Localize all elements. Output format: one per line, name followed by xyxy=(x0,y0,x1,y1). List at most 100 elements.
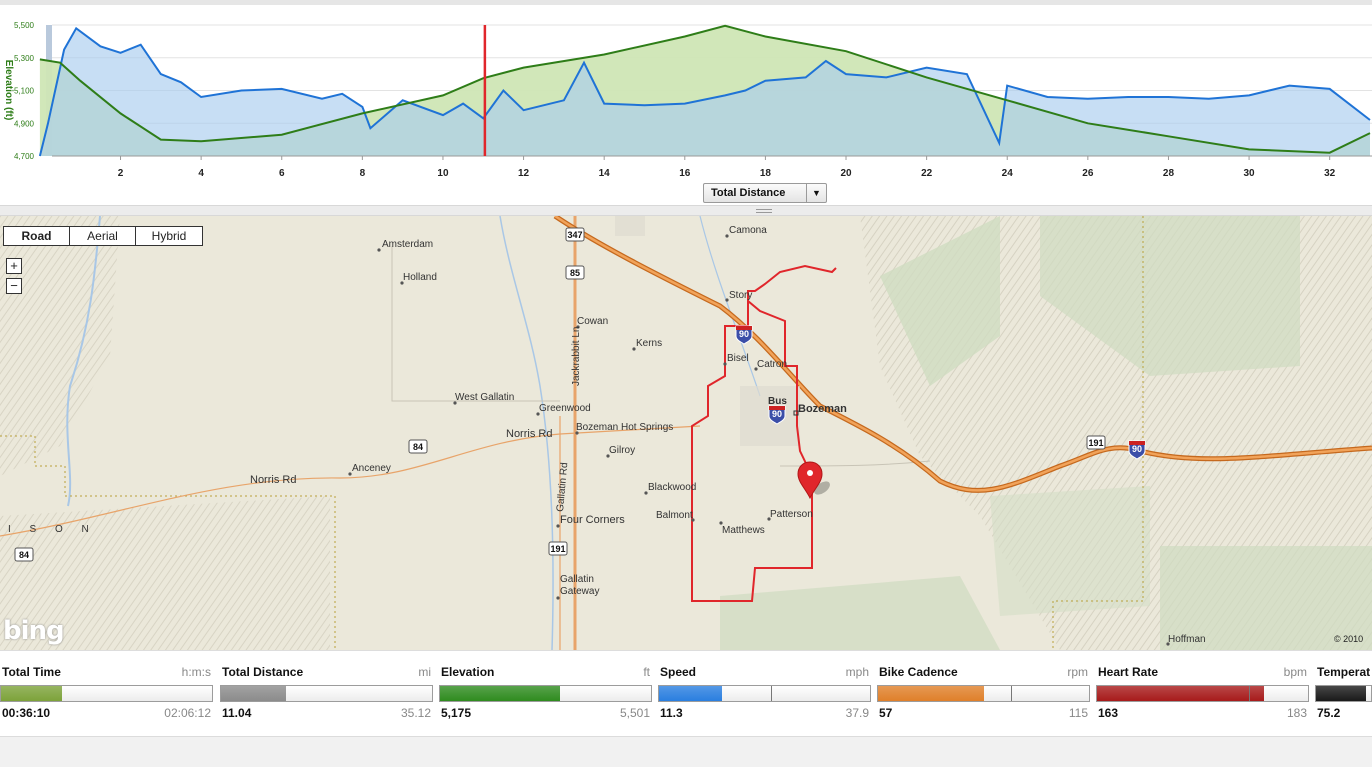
stat-max-value: 115 xyxy=(1068,706,1088,720)
stat-max-value: 37.9 xyxy=(845,706,869,720)
x-tick-label: 6 xyxy=(279,168,285,179)
map-place-label: Patterson xyxy=(770,509,813,520)
map-canvas[interactable]: Amsterdam Holland Camona Story Cowan Kerns Bis… xyxy=(0,216,1372,650)
bing-logo: bing xyxy=(3,616,65,646)
map-place-label: Blackwood xyxy=(648,482,696,493)
stat-unit: rpm xyxy=(1067,665,1088,679)
x-tick-label: 4 xyxy=(198,168,204,179)
map-place-label: Bus xyxy=(768,396,787,407)
map-place-label: Catron xyxy=(757,359,787,370)
map-type-toggle[interactable]: Road Aerial Hybrid xyxy=(3,226,203,246)
stat-current-value: 163 xyxy=(1098,706,1119,720)
route-map[interactable]: Amsterdam Holland Camona Story Cowan Kerns Bis… xyxy=(0,216,1372,650)
map-place-label: Anceney xyxy=(352,463,391,474)
bottom-strip xyxy=(0,736,1372,767)
x-tick-label: 26 xyxy=(1082,168,1094,179)
stat-gauge-fill xyxy=(659,686,723,701)
map-place-label: Holland xyxy=(403,272,437,283)
y-tick-label: 5,300 xyxy=(14,54,35,63)
stat-name: Total Distance xyxy=(222,665,304,679)
svg-text:90: 90 xyxy=(739,329,749,339)
stat-gauge xyxy=(220,685,433,702)
stat-average-marker xyxy=(770,686,772,701)
stat-current-value: 5,175 xyxy=(441,706,472,720)
svg-text:191: 191 xyxy=(1088,438,1103,448)
map-place-label: Gallatin Rd xyxy=(555,462,570,512)
map-place-label: Greenwood xyxy=(539,403,591,414)
highway-shield-icon: 191 xyxy=(548,541,568,556)
stat-gauge xyxy=(439,685,652,702)
highway-shield-icon: 84 xyxy=(408,439,428,454)
stat-current-value: 11.04 xyxy=(222,706,252,720)
stat-name: Heart Rate xyxy=(1098,665,1159,679)
stat-gauge-fill xyxy=(878,686,984,701)
stat-unit: mi xyxy=(418,665,431,679)
svg-text:90: 90 xyxy=(1132,444,1142,454)
map-place-label: Gallatin Gateway xyxy=(560,574,599,597)
stat-unit: ft xyxy=(643,665,650,679)
svg-text:90: 90 xyxy=(772,409,782,419)
stat-elevation: Elevation ft 5,175 5,501 xyxy=(439,665,652,725)
map-place-label: Matthews xyxy=(722,525,765,536)
map-place-label: Balmont xyxy=(656,510,693,521)
stat-temperat: Temperat 75.2 xyxy=(1315,665,1372,725)
stat-gauge xyxy=(658,685,871,702)
x-tick-label: 2 xyxy=(118,168,124,179)
zoom-in-button[interactable]: + xyxy=(6,258,22,274)
stat-unit: mph xyxy=(845,665,869,679)
stat-gauge xyxy=(877,685,1090,702)
map-place-label: Bozeman Hot Springs xyxy=(576,422,673,433)
speed-area xyxy=(39,28,1370,156)
map-place-label: Four Corners xyxy=(560,514,625,526)
map-place-label: Story xyxy=(729,290,752,301)
map-place-label: Jackrabbit Ln xyxy=(571,327,582,386)
stat-average-marker xyxy=(1010,686,1012,701)
stat-gauge-fill xyxy=(440,686,561,701)
splitter-grip-icon[interactable] xyxy=(756,209,772,213)
stat-current-value: 00:36:10 xyxy=(2,706,51,720)
current-position-pin-icon[interactable] xyxy=(797,461,832,500)
svg-text:84: 84 xyxy=(413,442,423,452)
highway-shield-icon: 84 xyxy=(14,547,34,562)
panel-splitter[interactable] xyxy=(0,205,1372,216)
stat-name: Elevation xyxy=(441,665,495,679)
elevation-chart-panel[interactable]: 5,500 5,300 5,100 4,900 4,700 Elevation (ft) 2… xyxy=(0,0,1372,205)
stat-gauge xyxy=(1315,685,1372,702)
zoom-out-button[interactable]: − xyxy=(6,278,22,294)
stat-gauge-fill xyxy=(1316,686,1366,701)
map-type-road-button[interactable]: Road xyxy=(4,227,70,245)
stat-total-distance: Total Distance mi 11.04 35.12 xyxy=(220,665,433,725)
map-type-hybrid-button[interactable]: Hybrid xyxy=(151,229,187,243)
map-place-label: Norris Rd xyxy=(250,474,296,486)
interstate-shield-icon: 90 xyxy=(768,405,786,425)
x-axis-select[interactable]: Total Distance ▼ xyxy=(703,183,827,203)
interstate-shield-icon: 90 xyxy=(1128,440,1146,460)
stat-name: Total Time xyxy=(2,665,61,679)
x-axis-select-label: Total Distance xyxy=(711,187,786,199)
stat-name: Temperat xyxy=(1317,665,1371,679)
map-place-label: Amsterdam xyxy=(382,239,433,250)
x-tick-label: 12 xyxy=(518,168,530,179)
stat-max-value: 35.12 xyxy=(400,706,431,720)
x-tick-label: 32 xyxy=(1324,168,1336,179)
interstate-shield-icon: 90 xyxy=(735,325,753,345)
x-tick-label: 18 xyxy=(760,168,772,179)
highway-shield-icon: 191 xyxy=(1086,435,1106,450)
elevation-chart[interactable]: 5,500 5,300 5,100 4,900 4,700 Elevation (ft) 2… xyxy=(0,5,1372,210)
map-type-aerial-button[interactable]: Aerial xyxy=(70,227,136,245)
map-place-label: Bozeman xyxy=(798,403,847,415)
map-place-label: Cowan xyxy=(577,316,608,327)
y-tick-label: 4,900 xyxy=(14,119,35,128)
map-copyright: © 2010 xyxy=(1334,634,1364,644)
highway-shield-icon: 85 xyxy=(565,265,585,280)
map-place-label: Gilroy xyxy=(609,445,635,456)
speed-series-line xyxy=(38,26,1371,157)
stat-max-value: 02:06:12 xyxy=(164,706,211,720)
stat-current-value: 11.3 xyxy=(660,706,683,720)
x-tick-label: 24 xyxy=(1002,168,1014,179)
stat-gauge-fill xyxy=(221,686,287,701)
x-tick-label: 14 xyxy=(599,168,611,179)
stat-max-value: 183 xyxy=(1286,706,1307,720)
stat-current-value: 57 xyxy=(879,706,893,720)
svg-text:191: 191 xyxy=(550,544,565,554)
